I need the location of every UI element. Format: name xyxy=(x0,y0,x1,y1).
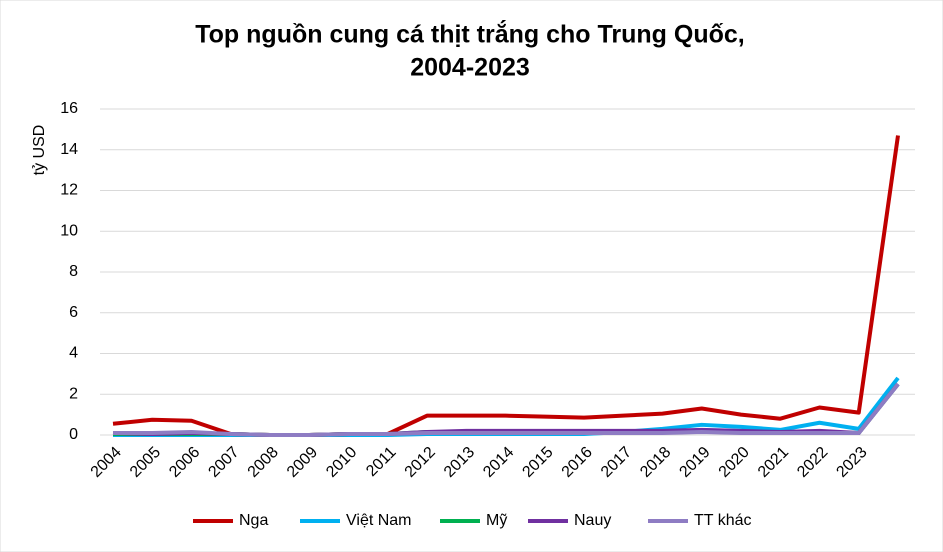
y-tick-label: 14 xyxy=(60,141,78,158)
legend-label: Nauy xyxy=(574,512,611,529)
chart-title: Top nguồn cung cá thịt trắng cho Trung Q… xyxy=(195,19,745,49)
y-tick-label: 2 xyxy=(69,385,78,402)
y-tick-label: 0 xyxy=(69,426,78,443)
legend-label: Việt Nam xyxy=(346,512,412,529)
legend-label: Nga xyxy=(239,512,268,529)
y-tick-label: 16 xyxy=(60,100,78,117)
chart-title: 2004-2023 xyxy=(410,54,530,82)
y-tick-label: 12 xyxy=(60,182,78,199)
y-tick-label: 8 xyxy=(69,263,78,280)
legend-label: TT khác xyxy=(694,512,752,529)
legend-label: Mỹ xyxy=(486,512,507,529)
y-axis-title: tỷ USD xyxy=(31,125,48,176)
line-series xyxy=(113,382,900,437)
y-tick-label: 6 xyxy=(69,304,78,321)
y-tick-label: 10 xyxy=(60,222,78,239)
y-tick-label: 4 xyxy=(69,345,78,362)
